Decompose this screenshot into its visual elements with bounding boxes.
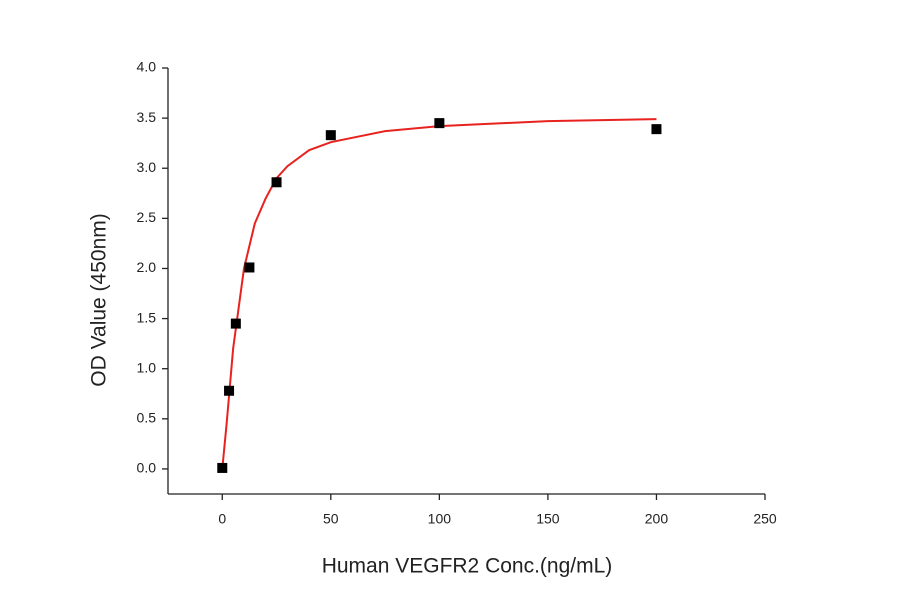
- x-tick-label: 150: [536, 511, 560, 527]
- y-tick-label: 1.5: [137, 309, 157, 325]
- x-tick-label: 100: [428, 511, 452, 527]
- x-tick-label: 0: [218, 511, 226, 527]
- y-tick-label: 3.5: [137, 109, 157, 125]
- data-point: [271, 177, 282, 188]
- y-tick-label: 0.0: [137, 460, 157, 476]
- x-tick-label: 50: [323, 511, 339, 527]
- y-tick-label: 2.0: [137, 259, 157, 275]
- y-axis-title: OD Value (450nm): [88, 213, 111, 387]
- x-axis-title: Human VEGFR2 Conc.(ng/mL): [322, 555, 613, 578]
- data-point: [224, 385, 235, 396]
- y-tick-label: 4.0: [137, 59, 157, 75]
- fit-curve: [221, 118, 657, 470]
- x-tick-label: 250: [753, 511, 777, 527]
- x-tick-label: 200: [645, 511, 669, 527]
- y-tick-label: 2.5: [137, 209, 157, 225]
- data-point: [434, 118, 445, 129]
- data-point: [325, 130, 336, 141]
- y-tick-label: 3.0: [137, 159, 157, 175]
- data-point: [244, 262, 255, 273]
- data-point: [217, 462, 228, 473]
- y-tick-label: 0.5: [137, 410, 157, 426]
- data-point: [230, 318, 241, 329]
- y-tick-label: 1.0: [137, 359, 157, 375]
- data-point: [651, 124, 662, 135]
